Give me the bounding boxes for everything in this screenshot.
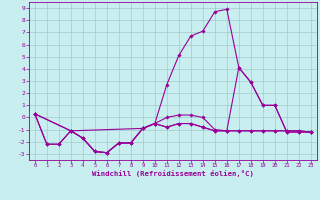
X-axis label: Windchill (Refroidissement éolien,°C): Windchill (Refroidissement éolien,°C) [92, 170, 254, 177]
